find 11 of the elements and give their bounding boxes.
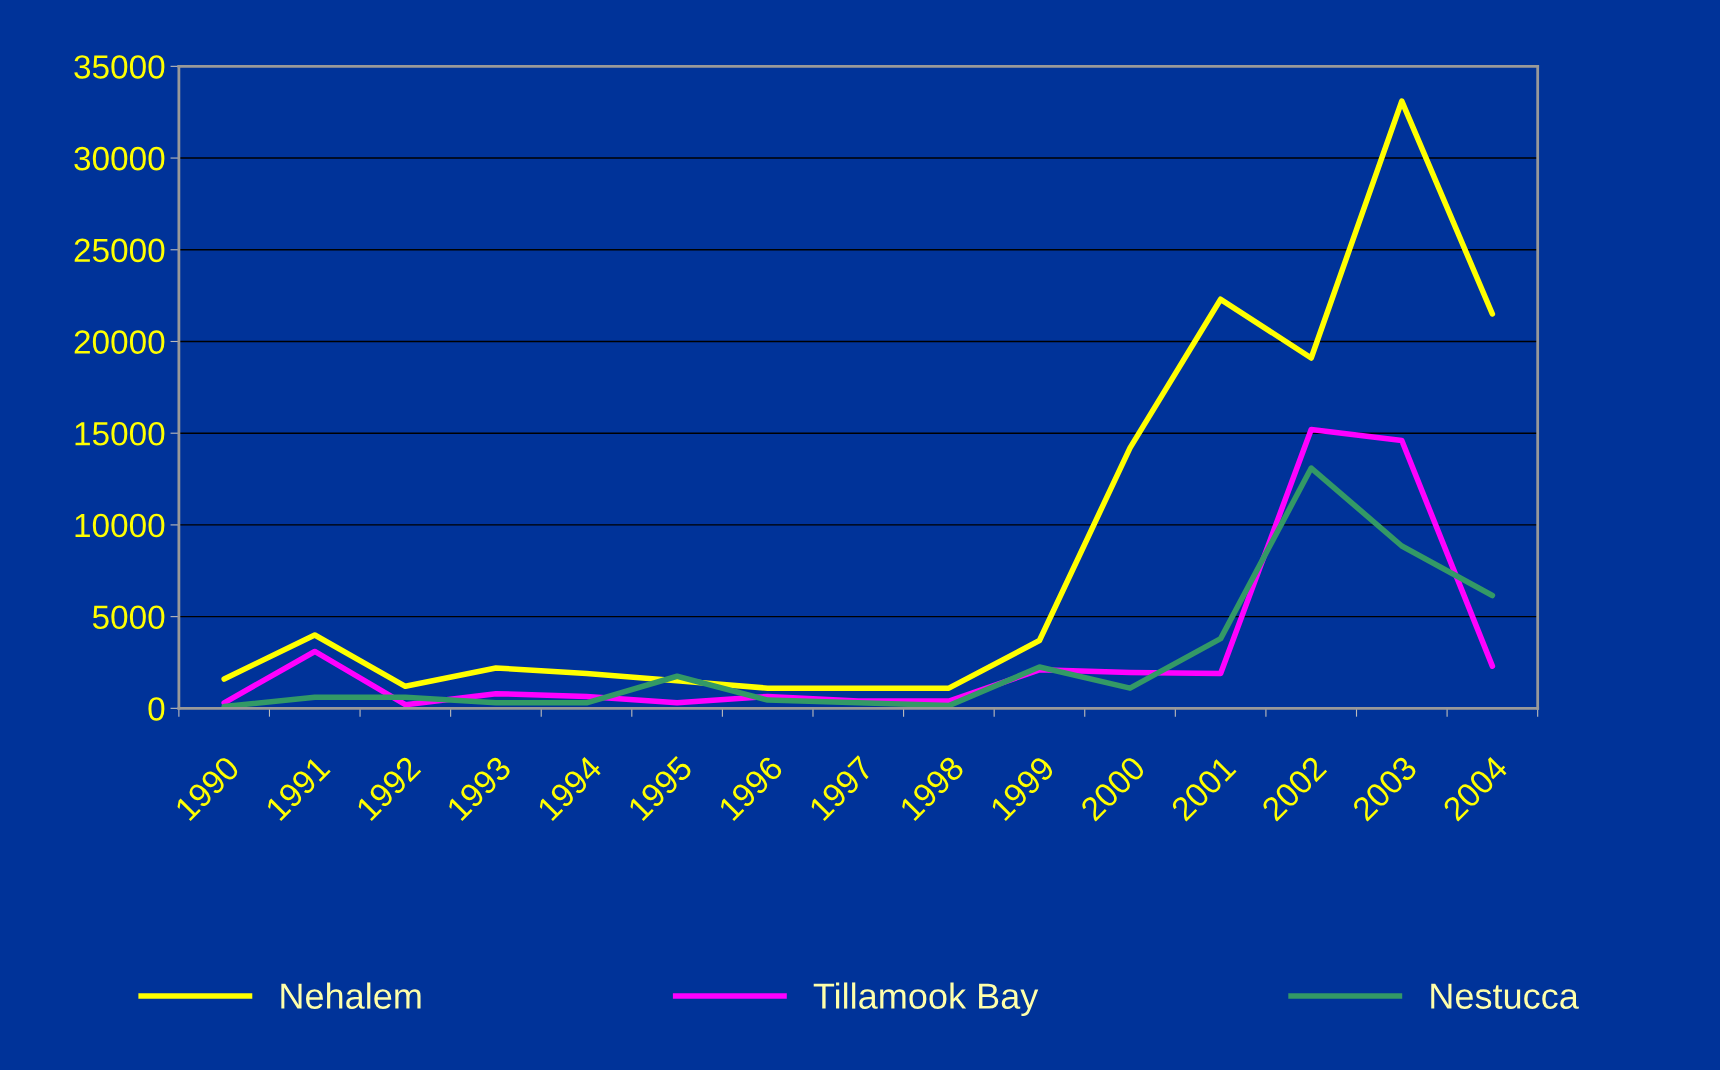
y-tick-label: 15000 xyxy=(75,422,165,446)
y-tick-label: 25000 xyxy=(74,238,165,263)
legend-label: Tillamook Bay xyxy=(813,982,1039,1017)
legend-label: Nestucca xyxy=(1431,983,1579,1009)
legend-label: Nehalem xyxy=(281,982,421,1009)
y-tick-label: 30000 xyxy=(74,146,165,171)
y-tick-label: 10000 xyxy=(75,513,165,538)
y-tick-label: 35000 xyxy=(74,55,165,79)
y-tick-label: 0 xyxy=(148,697,165,721)
y-tick-label: 20000 xyxy=(74,330,165,354)
y-tick-label: 5000 xyxy=(92,605,165,630)
